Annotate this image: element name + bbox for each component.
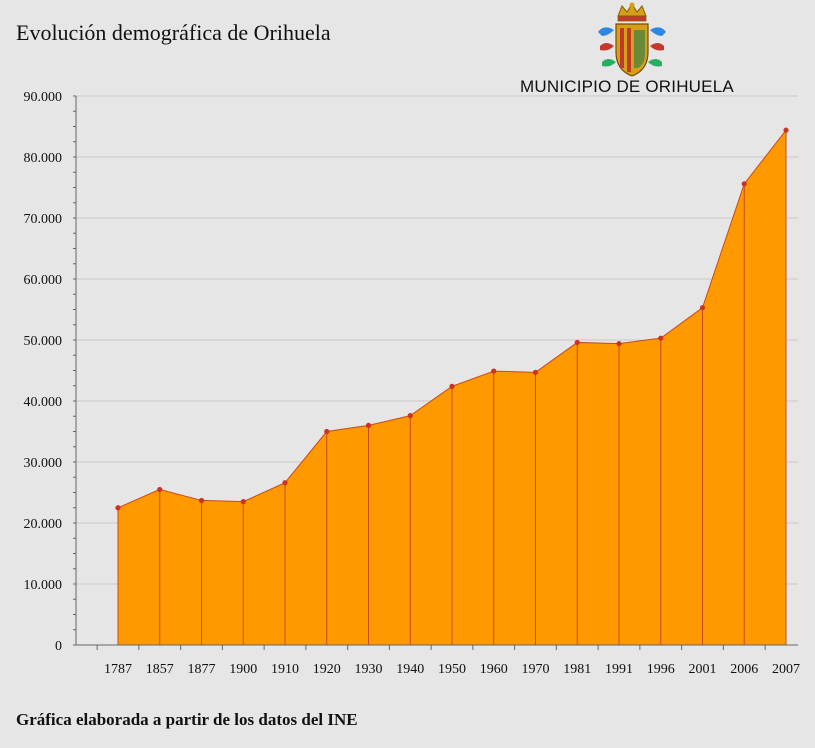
data-point	[616, 341, 622, 347]
data-point	[407, 413, 413, 419]
data-point	[198, 497, 205, 504]
x-tick-label: 1940	[396, 662, 424, 677]
y-tick-label: 80.000	[24, 151, 63, 166]
x-tick-label: 1877	[188, 662, 216, 677]
x-tick-label: 1900	[229, 662, 257, 677]
x-tick-label: 1787	[104, 662, 132, 677]
data-point	[532, 369, 539, 375]
y-tick-label: 50.000	[24, 334, 63, 349]
data-point	[365, 422, 372, 428]
y-tick-label: 20.000	[24, 517, 63, 532]
data-point	[240, 499, 246, 505]
x-tick-label: 1996	[647, 662, 675, 677]
y-tick-label: 70.000	[24, 212, 63, 227]
y-tick-label: 60.000	[24, 273, 63, 288]
x-tick-label: 1991	[605, 662, 633, 677]
data-point	[449, 383, 455, 389]
y-tick-label: 40.000	[24, 395, 63, 410]
chart-title: Evolución demográfica de Orihuela	[16, 20, 331, 45]
data-point	[699, 305, 706, 311]
x-tick-label: 1920	[313, 662, 341, 677]
data-point	[741, 181, 747, 187]
source-note: Gráfica elaborada a partir de los datos …	[16, 710, 358, 729]
y-tick-label: 30.000	[24, 456, 63, 471]
data-point	[658, 335, 664, 341]
data-point	[324, 428, 330, 435]
x-tick-label: 1960	[480, 662, 508, 677]
y-tick-label: 10.000	[24, 578, 63, 593]
data-point	[157, 486, 163, 493]
data-point	[282, 480, 288, 486]
x-tick-label: 2007	[772, 662, 800, 677]
y-tick-label: 0	[55, 639, 62, 654]
x-tick-label: 1930	[355, 662, 383, 677]
municipality-label: MUNICIPIO DE ORIHUELA	[520, 77, 734, 96]
x-tick-label: 1970	[522, 662, 550, 677]
data-point	[491, 368, 497, 374]
data-point	[574, 339, 580, 346]
population-area-chart: 0 10.000 20.000 30.000 40.000 50.000 60.000 70.…	[24, 90, 801, 677]
x-tick-label: 1981	[563, 662, 591, 677]
x-tick-label: 1950	[438, 662, 466, 677]
y-tick-label: 90.000	[24, 90, 63, 105]
data-point	[783, 127, 789, 133]
data-point	[115, 505, 121, 511]
x-tick-label: 2001	[689, 662, 717, 677]
x-tick-label: 1910	[271, 662, 299, 677]
x-tick-label: 1857	[146, 662, 174, 677]
coat-of-arms-icon	[598, 2, 666, 77]
x-tick-label: 2006	[730, 662, 758, 677]
